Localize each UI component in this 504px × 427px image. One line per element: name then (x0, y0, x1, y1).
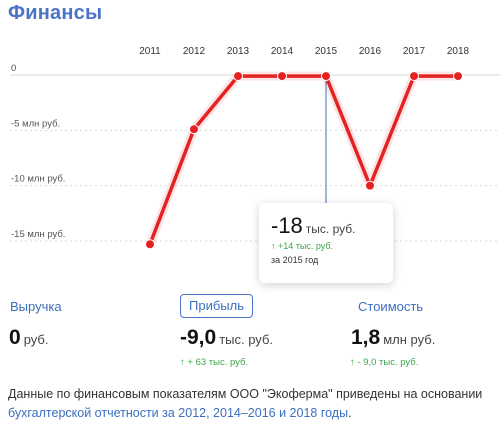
x-tick-label: 2013 (227, 46, 250, 57)
data-point (233, 71, 243, 82)
footer-end: . (348, 406, 352, 420)
footer-text: Данные по финансовым показателям ООО "Эк… (8, 387, 483, 401)
tab-value[interactable]: Стоимость (358, 299, 424, 314)
tab-revenue[interactable]: Выручка (10, 299, 62, 314)
x-tick-label: 2017 (403, 46, 426, 57)
tooltip-period: за 2015 год (271, 255, 319, 265)
profit-unit: тыс. руб. (219, 332, 273, 347)
profit-value: -9,0 тыс. руб. (180, 326, 273, 350)
y-tick-label: -15 млн руб. (11, 229, 65, 240)
data-point (277, 71, 287, 82)
page-title: Финансы (8, 2, 103, 24)
value-delta: ↑ - 9,0 тыс. руб. (350, 357, 418, 368)
profit-number: -9,0 (180, 326, 217, 349)
tooltip-delta: ↑ +14 тыс. руб. (271, 241, 334, 251)
value-number: 1,8 (351, 326, 381, 349)
revenue-value: 0 руб. (9, 326, 48, 350)
footer-note: Данные по финансовым показателям ООО "Эк… (8, 385, 504, 423)
profit-delta: ↑ + 63 тыс. руб. (180, 357, 249, 368)
data-point (453, 71, 463, 82)
tooltip-unit: тыс. руб. (305, 222, 356, 236)
chart-tooltip: -18 тыс. руб. ↑ +14 тыс. руб. за 2015 год (259, 203, 393, 283)
x-tick-label: 2012 (183, 46, 206, 57)
revenue-unit: руб. (23, 332, 49, 347)
footer-link[interactable]: бухгалтерской отчетности за 2012, 2014–2… (8, 406, 349, 420)
tab-profit[interactable]: Прибыль (180, 294, 253, 318)
x-tick-label: 2016 (359, 46, 382, 57)
series-line (148, 74, 460, 247)
revenue-number: 0 (9, 326, 21, 349)
tooltip-value: -18 (271, 213, 303, 238)
data-point (409, 71, 419, 82)
y-tick-label: -10 млн руб. (11, 174, 65, 185)
data-point (189, 124, 199, 135)
x-tick-label: 2015 (315, 46, 338, 57)
value-unit: млн руб. (383, 332, 436, 347)
y-tick-label: 0 (11, 63, 16, 74)
value-delta-text: ↑ - 9,0 тыс. руб. (350, 357, 419, 368)
data-point (145, 239, 155, 250)
data-point (365, 180, 375, 191)
y-tick-label: -5 млн руб. (11, 118, 60, 129)
data-point (321, 71, 331, 82)
finance-chart: 0 -5 млн руб. -10 млн руб. -15 млн руб. 2011… (10, 46, 500, 250)
value-value: 1,8 млн руб. (351, 326, 435, 350)
x-tick-label: 2011 (139, 46, 161, 57)
x-tick-label: 2018 (447, 46, 470, 57)
x-tick-label: 2014 (271, 46, 294, 57)
